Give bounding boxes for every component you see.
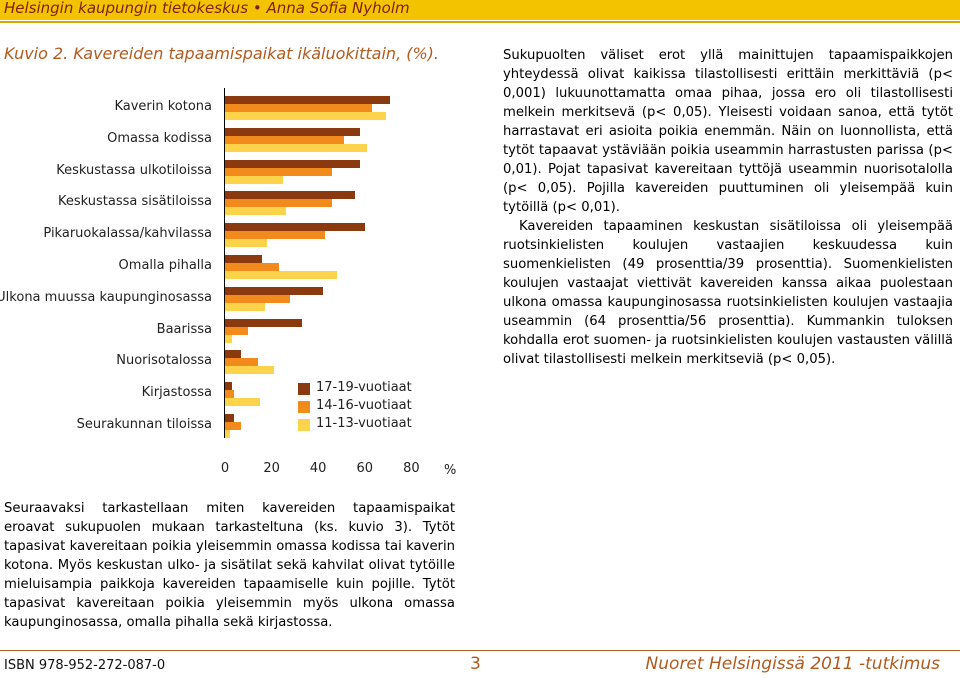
bar (225, 390, 234, 399)
category-label: Kaverin kotona (114, 99, 212, 114)
paragraph: Seuraavaksi tarkastellaan miten kavereid… (4, 501, 455, 630)
x-tick-label: 0 (220, 461, 230, 476)
category-label: Pikaruokalassa/kahvilassa (43, 226, 212, 242)
footer-divider (0, 650, 960, 651)
bar (225, 334, 232, 343)
bar (225, 127, 360, 136)
category-label: Omassa kodissa (107, 130, 212, 146)
bar (225, 191, 355, 200)
category-label: Keskustassa sisätiloissa (57, 194, 212, 210)
bar (225, 414, 234, 422)
legend-label: 17-19-vuotiaat (316, 380, 412, 395)
bar (225, 231, 325, 240)
bar (225, 366, 274, 375)
header-bar: Helsingin kaupungin tietokeskus • Anna S… (0, 0, 960, 20)
bar (225, 167, 332, 176)
bar (225, 422, 241, 430)
footer-isbn: ISBN 978-952-272-087-0 (4, 658, 166, 673)
category-label: Kirjastossa (141, 385, 212, 401)
bar (225, 143, 367, 152)
right-column-text: Sukupuolten väliset erot yllä mainittuje… (503, 46, 953, 369)
x-axis-unit: % (444, 463, 457, 478)
category-label: Ulkona muussa kaupunginosassa (0, 289, 212, 305)
bar (225, 286, 323, 295)
x-tick-label: 80 (403, 461, 420, 476)
legend-swatch-11-13 (298, 419, 310, 431)
bar (225, 318, 302, 327)
category-label: Nuorisotalossa (116, 353, 212, 369)
publication-title: Nuoret Helsingissä 2011 -tutkimus (645, 654, 940, 674)
y-axis-line (224, 88, 225, 438)
bar (225, 263, 279, 271)
bar (225, 207, 286, 216)
legend-label: 11-13-vuotiaat (316, 416, 412, 431)
bar (225, 430, 230, 438)
bottom-text: Seuraavaksi tarkastellaan miten kavereid… (4, 499, 455, 632)
bar (225, 255, 262, 263)
category-label: Omalla pihalla (118, 258, 212, 273)
header-divider (0, 21, 960, 23)
bar (225, 96, 390, 104)
bar (225, 175, 283, 184)
bar (225, 112, 386, 120)
bar (225, 159, 360, 168)
x-tick-label: 40 (309, 461, 327, 476)
bar (225, 398, 260, 407)
paragraph: Sukupuolten väliset erot yllä mainittuje… (503, 48, 953, 215)
legend-swatch-14-16 (298, 401, 310, 413)
figure-title: Kuvio 2. Kavereiden tapaamispaikat ikälu… (4, 44, 440, 63)
paragraph: Kavereiden tapaaminen keskustan sisätilo… (503, 219, 953, 367)
category-label: Baarissa (156, 321, 212, 337)
bar (225, 199, 332, 208)
bar (225, 326, 248, 335)
bar (225, 104, 372, 112)
category-label: Keskustassa ulkotiloissa (56, 162, 212, 178)
x-tick-label: 20 (263, 461, 280, 476)
bar (225, 135, 344, 144)
bar (225, 271, 337, 279)
legend-swatch-17-19 (298, 383, 310, 395)
bar (225, 350, 241, 359)
bar (225, 294, 290, 303)
x-tick-label: 60 (356, 461, 374, 476)
bar (225, 358, 258, 367)
bar (225, 302, 265, 311)
bar (225, 223, 365, 232)
legend-label: 14-16-vuotiaat (316, 398, 412, 413)
category-label: Seurakunnan tiloissa (76, 417, 212, 432)
header-text: Helsingin kaupungin tietokeskus • Anna S… (4, 0, 410, 17)
page-number: 3 (470, 654, 481, 674)
bar (225, 382, 232, 391)
bar (225, 239, 267, 248)
